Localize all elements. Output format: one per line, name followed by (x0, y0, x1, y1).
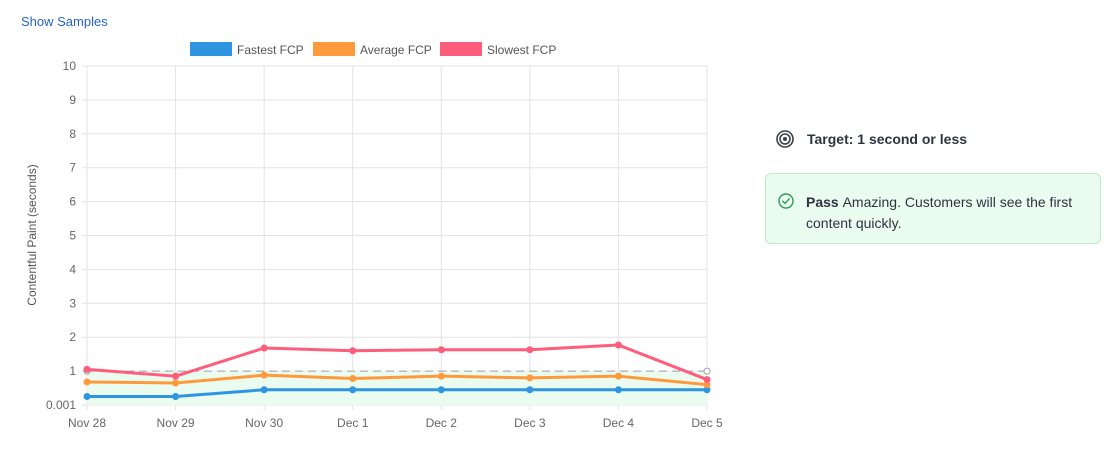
y-tick-label: 7 (69, 161, 76, 175)
average-fcp-point (83, 378, 91, 386)
fastest-fcp-point (83, 393, 91, 401)
status-card: Pass Amazing. Customers will see the fir… (765, 173, 1101, 244)
legend-swatch (440, 42, 482, 56)
y-tick-label: 1 (69, 364, 76, 378)
fastest-fcp-point (526, 386, 534, 394)
x-tick-label: Dec 2 (426, 416, 458, 430)
average-fcp-line (86, 373, 708, 387)
x-tick-label: Dec 5 (691, 416, 723, 430)
slowest-fcp-point (349, 347, 357, 355)
status-label: Pass (806, 194, 843, 210)
y-tick-label: 2 (69, 330, 76, 344)
x-tick-label: Nov 29 (157, 416, 195, 430)
y-axis-label: Contentful Paint (seconds) (25, 164, 39, 305)
show-samples-link[interactable]: Show Samples (21, 14, 108, 29)
x-tick-label: Dec 3 (514, 416, 546, 430)
slowest-fcp-point (614, 341, 622, 349)
fastest-fcp-point (437, 386, 445, 394)
fcp-line-chart: 0.001 1 2 3 4 5 6 7 8 9 10 Nov 28 Nov 29 Nov 30 Dec 1… (25, 42, 723, 430)
legend-item-slowest-fcp[interactable]: Slowest FCP (440, 42, 556, 57)
y-tick-label: 6 (69, 195, 76, 209)
x-tick-labels: Nov 28 Nov 29 Nov 30 Dec 1 Dec 2 Dec 3 Dec 4 De… (68, 416, 723, 430)
average-fcp-point (437, 372, 445, 380)
data-points (83, 341, 711, 401)
chart-legend[interactable]: Fastest FCP Average FCP Slowest FCP (190, 42, 556, 57)
average-fcp-point (703, 381, 711, 389)
legend-label: Average FCP (360, 43, 432, 57)
fastest-fcp-point (349, 386, 357, 394)
slowest-fcp-line (86, 343, 708, 381)
slowest-fcp-point (172, 372, 180, 380)
average-fcp-point (526, 374, 534, 382)
status-message: Amazing. Customers will see the first co… (806, 194, 1073, 231)
target-label: Target: 1 second or less (807, 131, 968, 147)
legend-swatch (190, 42, 232, 56)
slowest-fcp-point (703, 376, 711, 384)
fastest-fcp-point (172, 393, 180, 401)
y-tick-label: 3 (69, 296, 76, 310)
legend-item-average-fcp[interactable]: Average FCP (313, 42, 432, 57)
legend-label: Slowest FCP (487, 43, 556, 57)
fastest-fcp-line (87, 388, 707, 399)
fastest-fcp-point (703, 386, 711, 394)
slowest-fcp-point (83, 365, 91, 373)
slowest-fcp-point (526, 346, 534, 354)
y-tick-label: 0.001 (46, 398, 76, 412)
fastest-fcp-point (260, 386, 268, 394)
y-tick-label: 5 (69, 229, 76, 243)
y-tick-label: 9 (69, 93, 76, 107)
average-fcp-point (614, 372, 622, 380)
target-row: Target: 1 second or less (775, 129, 967, 149)
legend-label: Fastest FCP (237, 43, 304, 57)
fastest-fcp-point (614, 386, 622, 394)
y-tick-label: 8 (69, 127, 76, 141)
legend-swatch (313, 42, 355, 56)
check-circle-icon (778, 193, 794, 209)
series-lines (86, 343, 708, 399)
x-tick-label: Dec 1 (337, 416, 369, 430)
y-tick-label: 10 (63, 59, 77, 73)
average-fcp-point (349, 375, 357, 383)
chart-grid (82, 65, 708, 410)
y-tick-label: 4 (69, 262, 76, 276)
legend-item-fastest-fcp[interactable]: Fastest FCP (190, 42, 304, 57)
x-tick-label: Dec 4 (603, 416, 635, 430)
x-tick-label: Nov 28 (68, 416, 106, 430)
average-fcp-point (172, 379, 180, 387)
target-icon (776, 130, 794, 148)
slowest-fcp-point (260, 344, 268, 352)
average-fcp-point (260, 371, 268, 379)
slowest-fcp-point (437, 346, 445, 354)
x-tick-label: Nov 30 (245, 416, 283, 430)
target-line-end (703, 367, 711, 375)
y-tick-labels: 0.001 1 2 3 4 5 6 7 8 9 10 (46, 59, 76, 412)
